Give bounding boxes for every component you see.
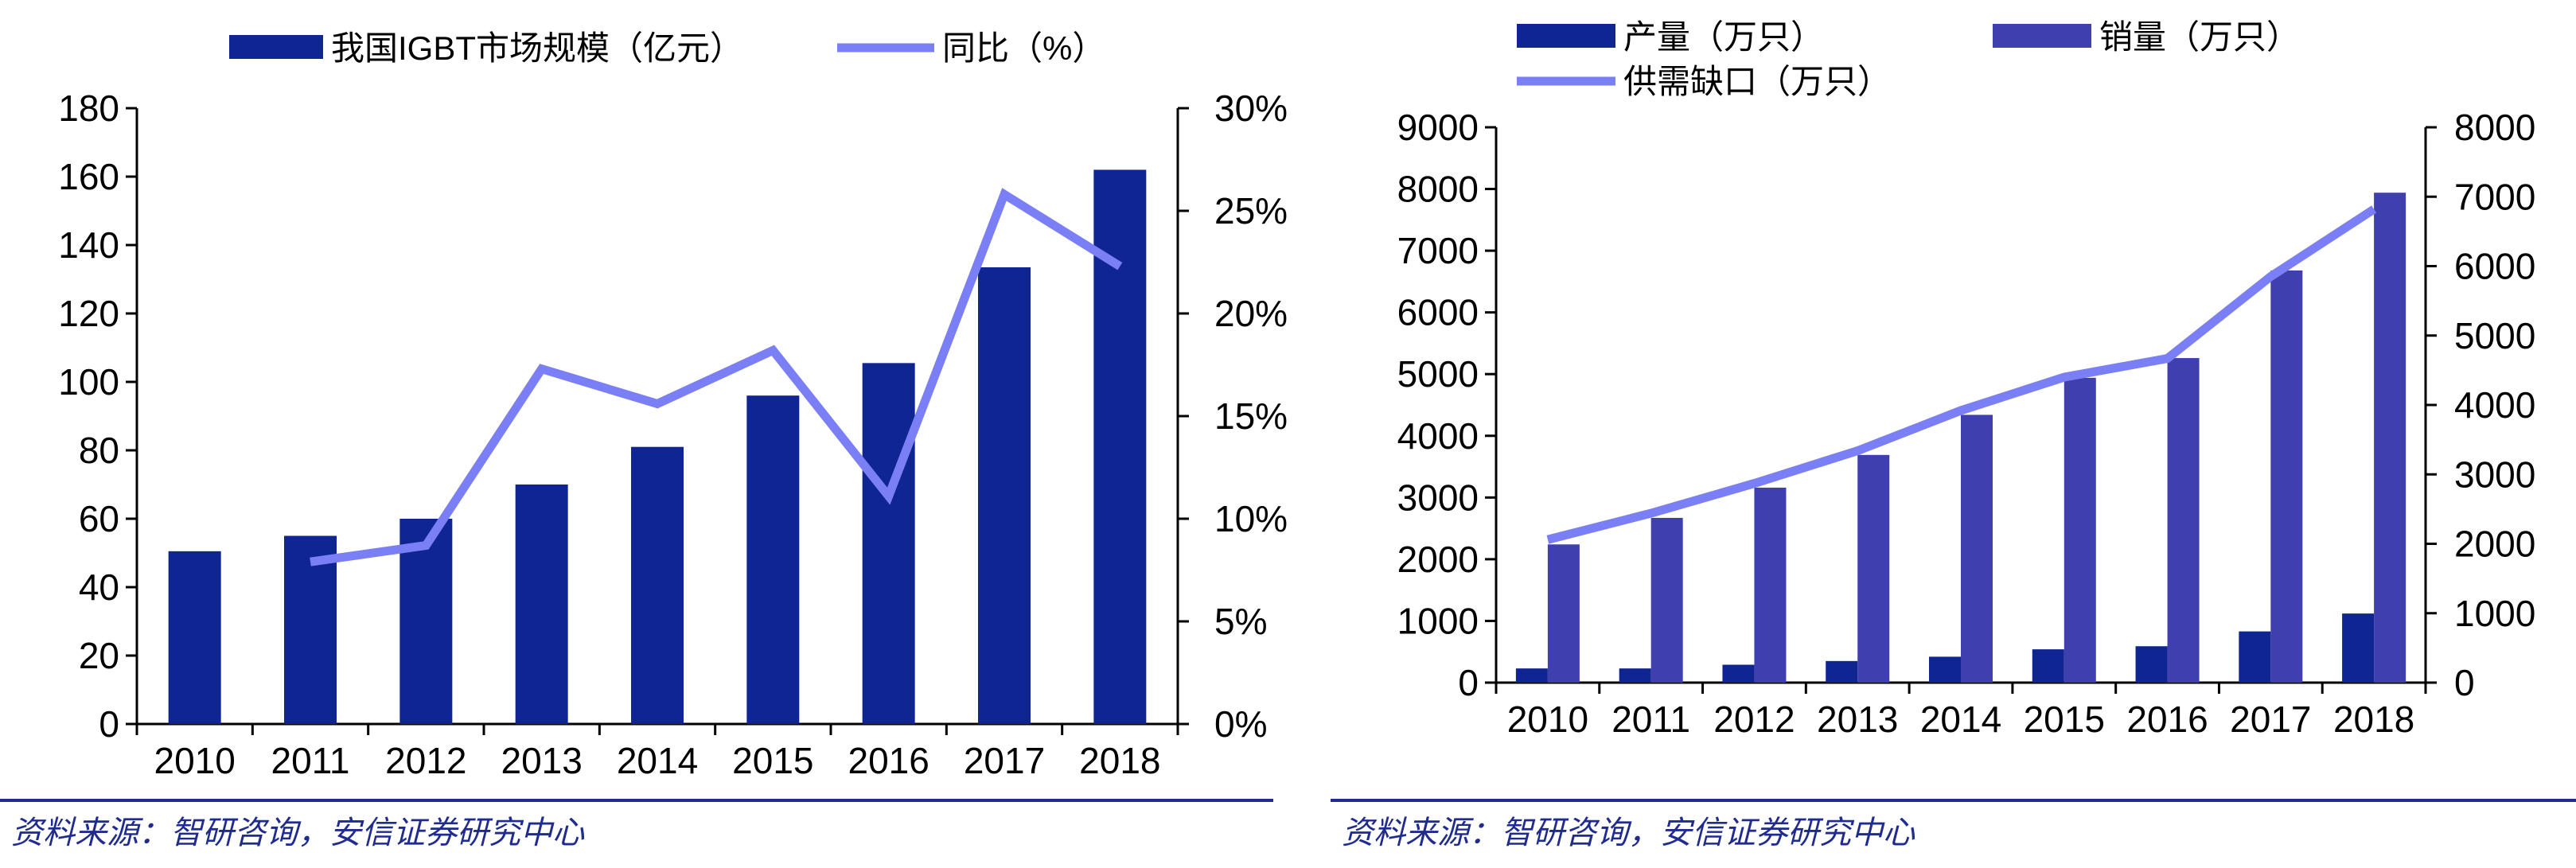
igbt-market-chart: 0 20 40 60 80 100 120 140 160 180 0% 5% 10% 15% 20% 25%… bbox=[58, 29, 1288, 781]
source-note-left: 资料来源：智研咨询，安信证券研究中心 bbox=[11, 815, 584, 851]
legend-label: 我国IGBT市场规模（亿元） bbox=[331, 29, 743, 67]
left-tick-label: 120 bbox=[58, 293, 119, 334]
line-series bbox=[310, 188, 1123, 566]
legend-label: 供需缺口（万只） bbox=[1623, 63, 1891, 100]
legend-label: 产量（万只） bbox=[1623, 18, 1824, 56]
left-tick-label: 100 bbox=[58, 361, 119, 403]
x-tick-label: 2012 bbox=[385, 740, 466, 781]
bar-2015-s0 bbox=[746, 395, 800, 724]
bar-2012-s0 bbox=[399, 519, 453, 724]
legend-label: 同比（%） bbox=[942, 29, 1105, 67]
bar-2018-s0 bbox=[2342, 613, 2375, 683]
bar-2017-s1 bbox=[2270, 270, 2303, 683]
bar-2014-s0 bbox=[1929, 656, 1961, 683]
legend-swatch-bar bbox=[1993, 24, 2091, 48]
x-tick-label: 2018 bbox=[2333, 699, 2414, 740]
bar-2016-s0 bbox=[2135, 646, 2168, 683]
left-tick-label: 40 bbox=[79, 566, 119, 608]
x-tick-label: 2017 bbox=[2230, 699, 2311, 740]
left-tick-label: 6000 bbox=[1397, 292, 1479, 333]
bar-2014-s1 bbox=[1961, 415, 1993, 683]
bar-2011-s0 bbox=[284, 535, 337, 724]
x-tick-label: 2010 bbox=[154, 740, 235, 781]
right-tick-label: 4000 bbox=[2454, 384, 2535, 426]
bar-2015-s0 bbox=[2032, 649, 2064, 683]
bar-2013-s0 bbox=[515, 485, 568, 724]
x-tick-label: 2014 bbox=[617, 740, 698, 781]
source-divider-left bbox=[0, 799, 1273, 802]
left-tick-label: 20 bbox=[79, 635, 119, 676]
bar-2011-s1 bbox=[1650, 517, 1683, 683]
bar-2018-s1 bbox=[2374, 193, 2406, 683]
x-tick-label: 2016 bbox=[848, 740, 929, 781]
bar-2017-s0 bbox=[978, 267, 1031, 724]
legend-label: 销量（万只） bbox=[2099, 18, 2300, 56]
bar-2012-s0 bbox=[1722, 664, 1755, 683]
x-tick-label: 2011 bbox=[271, 740, 350, 781]
left-tick-label: 8000 bbox=[1397, 169, 1479, 210]
bar-2017-s0 bbox=[2239, 631, 2271, 683]
left-tick-label: 60 bbox=[79, 498, 119, 539]
legend-swatch-bar bbox=[1517, 24, 1615, 48]
left-tick-label: 4000 bbox=[1397, 415, 1479, 457]
right-tick-label: 15% bbox=[1214, 395, 1288, 437]
x-tick-label: 2010 bbox=[1507, 699, 1588, 740]
right-tick-label: 5% bbox=[1214, 601, 1267, 642]
left-tick-label: 140 bbox=[58, 224, 119, 266]
left-tick-label: 7000 bbox=[1397, 230, 1479, 271]
x-tick-label: 2014 bbox=[1920, 699, 2001, 740]
left-tick-label: 5000 bbox=[1397, 353, 1479, 395]
left-tick-label: 80 bbox=[79, 430, 119, 471]
bar-2016-s0 bbox=[862, 363, 915, 724]
bar-2013-s0 bbox=[1826, 660, 1858, 683]
line-series bbox=[1546, 205, 2377, 544]
left-tick-label: 1000 bbox=[1397, 600, 1479, 641]
x-tick-label: 2015 bbox=[732, 740, 813, 781]
right-tick-label: 25% bbox=[1214, 190, 1288, 232]
right-tick-label: 10% bbox=[1214, 498, 1288, 539]
x-tick-label: 2018 bbox=[1079, 740, 1160, 781]
bar-2010-s1 bbox=[1547, 544, 1580, 683]
right-tick-label: 6000 bbox=[2454, 246, 2535, 287]
x-tick-label: 2012 bbox=[1713, 699, 1795, 740]
bar-2013-s1 bbox=[1857, 454, 1890, 683]
left-tick-label: 0 bbox=[1458, 662, 1479, 703]
x-tick-label: 2017 bbox=[964, 740, 1045, 781]
x-tick-label: 2013 bbox=[1817, 699, 1898, 740]
right-tick-label: 7000 bbox=[2454, 176, 2535, 217]
bar-2010-s0 bbox=[168, 551, 221, 724]
bar-2016-s1 bbox=[2167, 358, 2200, 683]
bar-2010-s0 bbox=[1515, 668, 1548, 683]
right-tick-label: 1000 bbox=[2454, 593, 2535, 634]
bar-2012-s1 bbox=[1754, 487, 1787, 683]
left-tick-label: 180 bbox=[58, 88, 119, 129]
left-tick-label: 0 bbox=[99, 703, 119, 745]
bar-2014-s0 bbox=[631, 446, 684, 724]
left-tick-label: 3000 bbox=[1397, 477, 1479, 518]
bar-2011-s0 bbox=[1619, 668, 1651, 683]
left-tick-label: 160 bbox=[58, 156, 119, 197]
right-tick-label: 2000 bbox=[2454, 524, 2535, 565]
right-tick-label: 3000 bbox=[2454, 453, 2535, 495]
x-tick-label: 2016 bbox=[2126, 699, 2208, 740]
bar-2015-s1 bbox=[2064, 377, 2096, 683]
x-tick-label: 2013 bbox=[501, 740, 582, 781]
right-tick-label: 30% bbox=[1214, 88, 1288, 129]
supply-demand-chart: 0 1000 2000 3000 4000 5000 6000 7000 8000 9000 0 10… bbox=[1397, 18, 2536, 740]
source-divider-right bbox=[1331, 799, 2576, 802]
left-tick-label: 2000 bbox=[1397, 539, 1479, 580]
right-tick-label: 0 bbox=[2454, 662, 2475, 703]
right-tick-label: 0% bbox=[1214, 703, 1267, 745]
right-tick-label: 20% bbox=[1214, 293, 1288, 334]
x-tick-label: 2015 bbox=[2024, 699, 2105, 740]
left-tick-label: 9000 bbox=[1397, 107, 1479, 148]
x-tick-label: 2011 bbox=[1611, 699, 1690, 740]
source-note-right: 资料来源：智研咨询，安信证券研究中心 bbox=[1342, 815, 1915, 851]
legend-swatch-bar bbox=[229, 35, 323, 59]
right-tick-label: 5000 bbox=[2454, 315, 2535, 356]
right-tick-label: 8000 bbox=[2454, 107, 2535, 148]
